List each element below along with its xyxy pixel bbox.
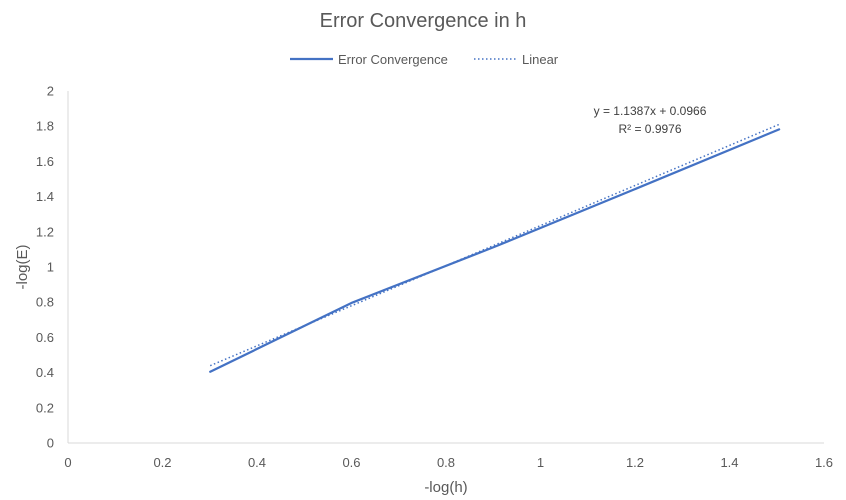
legend-label-linear: Linear <box>522 52 559 67</box>
y-tick-label: 1.2 <box>36 224 54 239</box>
chart-title: Error Convergence in h <box>320 10 527 32</box>
y-tick-label: 0 <box>47 436 54 451</box>
x-tick-label: 0.4 <box>248 455 266 470</box>
legend-label-error-convergence: Error Convergence <box>338 52 448 67</box>
y-tick-label: 0.4 <box>36 365 54 380</box>
trendline-r-squared: R² = 0.9976 <box>618 122 681 136</box>
x-tick-label: 0 <box>64 455 71 470</box>
x-axis-label: -log(h) <box>424 479 467 496</box>
x-tick-label: 1.4 <box>720 455 738 470</box>
x-tick-label: 1.6 <box>815 455 833 470</box>
x-tick-label: 0.2 <box>153 455 171 470</box>
y-tick-label: 1.8 <box>36 119 54 134</box>
x-tick-label: 0.8 <box>437 455 455 470</box>
y-tick-label: 2 <box>47 84 54 99</box>
y-axis-ticks: 0 0.2 0.4 0.6 0.8 1 1.2 1.4 1.6 1.8 2 <box>36 84 54 451</box>
trendline-equation: y = 1.1387x + 0.0966 <box>594 104 707 118</box>
y-tick-label: 0.6 <box>36 330 54 345</box>
trendline-linear <box>209 123 780 367</box>
y-axis-label: -log(E) <box>14 244 31 289</box>
y-tick-label: 1.4 <box>36 189 54 204</box>
plot-area <box>209 123 781 373</box>
y-tick-label: 0.8 <box>36 295 54 310</box>
x-tick-label: 1 <box>537 455 544 470</box>
y-tick-label: 0.2 <box>36 400 54 415</box>
x-tick-label: 0.6 <box>342 455 360 470</box>
legend: Error Convergence Linear <box>290 52 559 67</box>
x-tick-label: 1.2 <box>626 455 644 470</box>
y-tick-label: 1 <box>47 260 54 275</box>
series-line-0 <box>209 128 781 373</box>
x-axis-ticks: 0 0.2 0.4 0.6 0.8 1 1.2 1.4 1.6 <box>64 455 833 470</box>
y-tick-label: 1.6 <box>36 154 54 169</box>
